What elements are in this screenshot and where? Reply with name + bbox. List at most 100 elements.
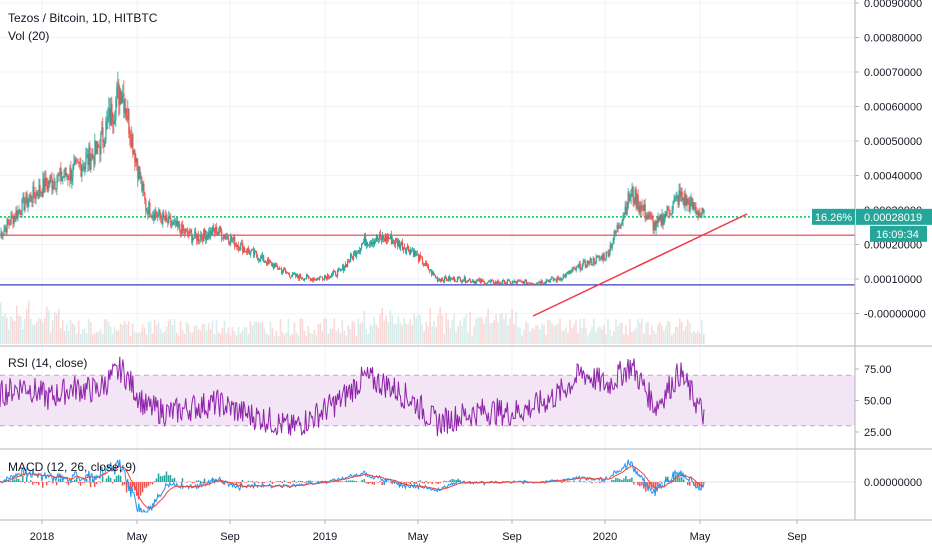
candle-body — [61, 178, 62, 181]
volume-bar — [240, 333, 242, 344]
macd-histogram-bar — [32, 482, 33, 485]
volume-bar — [294, 322, 296, 344]
volume-bar — [140, 332, 142, 344]
volume-bar — [266, 333, 268, 344]
candle-body — [589, 261, 590, 265]
volume-bar — [312, 334, 314, 344]
candle-body — [166, 215, 167, 219]
volume-bar — [381, 308, 383, 344]
volume-bar — [84, 328, 86, 344]
price-tick-label: 0.00010000 — [864, 274, 922, 286]
macd-histogram-bar — [246, 482, 247, 483]
volume-bar — [210, 329, 212, 344]
candle-body — [179, 224, 180, 230]
volume-bar — [270, 322, 272, 344]
candle-body — [160, 216, 161, 218]
grid — [0, 0, 932, 520]
volume-bar — [471, 336, 473, 344]
macd-histogram-bar — [116, 476, 117, 482]
volume-bar — [693, 331, 695, 344]
macd-histogram-bar — [114, 479, 115, 482]
volume-bar — [555, 324, 557, 344]
candle-body — [482, 280, 483, 281]
volume-bar — [158, 322, 160, 344]
candle-body — [393, 240, 394, 241]
candle-body — [466, 282, 467, 283]
volume-bar — [443, 334, 445, 344]
volume-bar — [244, 327, 246, 344]
candle-body — [562, 279, 563, 280]
volume-bar — [62, 320, 64, 344]
volume-bar — [224, 321, 226, 344]
macd-histogram-bar — [270, 481, 271, 482]
macd-histogram-bar — [42, 482, 43, 488]
candle-body — [426, 263, 427, 266]
volume-bar — [603, 325, 605, 344]
volume-bar — [136, 333, 138, 344]
candle-body — [688, 199, 689, 203]
volume-bar — [449, 328, 451, 344]
macd-histogram-bar — [290, 482, 291, 483]
volume-bar — [641, 318, 643, 344]
price-tick-label: 0.00060000 — [864, 102, 922, 114]
macd-histogram-bar — [280, 481, 281, 482]
macd-histogram-bar — [142, 482, 143, 492]
volume-bar — [178, 335, 180, 344]
volume-bar — [16, 306, 18, 344]
macd-histogram-bar — [152, 482, 153, 484]
macd-histogram-bar — [352, 480, 353, 482]
volume-bar — [306, 336, 308, 344]
candle-body — [308, 276, 309, 277]
volume-bar — [417, 315, 419, 344]
macd-histogram-bar — [28, 482, 29, 483]
time-tick-label: May — [408, 531, 429, 543]
candle-body — [128, 109, 129, 134]
volume-bar — [282, 332, 284, 344]
macd-histogram-bar — [595, 482, 596, 483]
candle-body — [459, 277, 460, 278]
macd-histogram-bar — [579, 480, 580, 482]
candle-body — [454, 277, 455, 281]
volume-bar — [24, 319, 26, 344]
candle-body — [90, 160, 91, 170]
volume-bar — [451, 320, 453, 344]
candle-body — [116, 87, 117, 100]
candle-body — [651, 216, 652, 217]
candle-body — [672, 210, 673, 214]
volume-bar — [352, 321, 354, 344]
candle-body — [630, 197, 631, 200]
candle-body — [198, 234, 199, 240]
volume-bar — [527, 323, 529, 344]
volume-bar — [699, 333, 701, 344]
macd-histogram-bar — [439, 482, 440, 483]
volume-bar — [485, 317, 487, 344]
rsi-tick-label: 50.00 — [864, 396, 892, 408]
macd-histogram-bar — [348, 481, 349, 482]
macd-histogram-bar — [573, 480, 574, 482]
candle-body — [700, 213, 701, 215]
volume-bar — [589, 332, 591, 344]
volume-bar — [146, 335, 148, 345]
candle-body — [56, 181, 57, 189]
macd-histogram-bar — [683, 480, 684, 482]
macd-histogram-bar — [677, 478, 678, 482]
candle-body — [282, 271, 283, 272]
candle-body — [77, 160, 78, 162]
volume-bar — [571, 328, 573, 344]
volume-bar — [80, 334, 82, 344]
candle-body — [652, 217, 653, 220]
candle-body — [645, 204, 646, 218]
volume-bar — [0, 302, 2, 344]
candle-body — [187, 230, 188, 234]
volume-bar — [533, 329, 535, 344]
volume-bar — [52, 320, 54, 344]
macd-histogram-bar — [106, 478, 107, 482]
volume-bar — [132, 323, 134, 344]
candle-body — [571, 271, 572, 272]
candle-body — [701, 215, 702, 216]
volume-bar — [194, 326, 196, 344]
candle-body — [115, 100, 116, 120]
candle-body — [192, 238, 193, 241]
